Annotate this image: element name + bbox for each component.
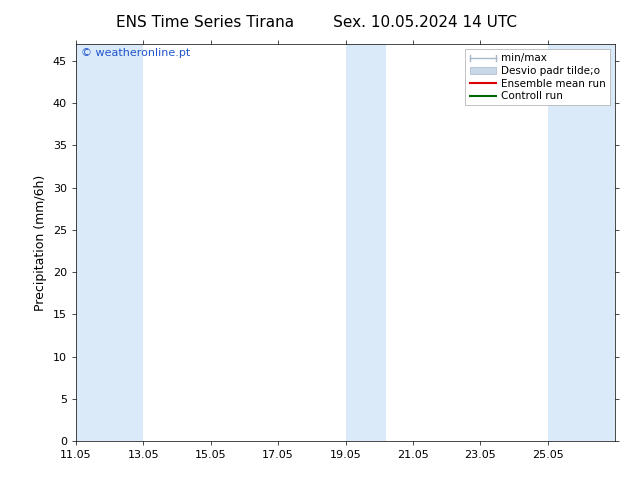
Bar (76, 44, 143, 441)
Bar (346, 44, 386, 441)
Text: ENS Time Series Tirana        Sex. 10.05.2024 14 UTC: ENS Time Series Tirana Sex. 10.05.2024 1… (117, 15, 517, 30)
Legend: min/max, Desvio padr tilde;o, Ensemble mean run, Controll run: min/max, Desvio padr tilde;o, Ensemble m… (465, 49, 610, 105)
Bar (548, 44, 615, 441)
Y-axis label: Precipitation (mm/6h): Precipitation (mm/6h) (34, 174, 48, 311)
Text: © weatheronline.pt: © weatheronline.pt (81, 48, 191, 58)
